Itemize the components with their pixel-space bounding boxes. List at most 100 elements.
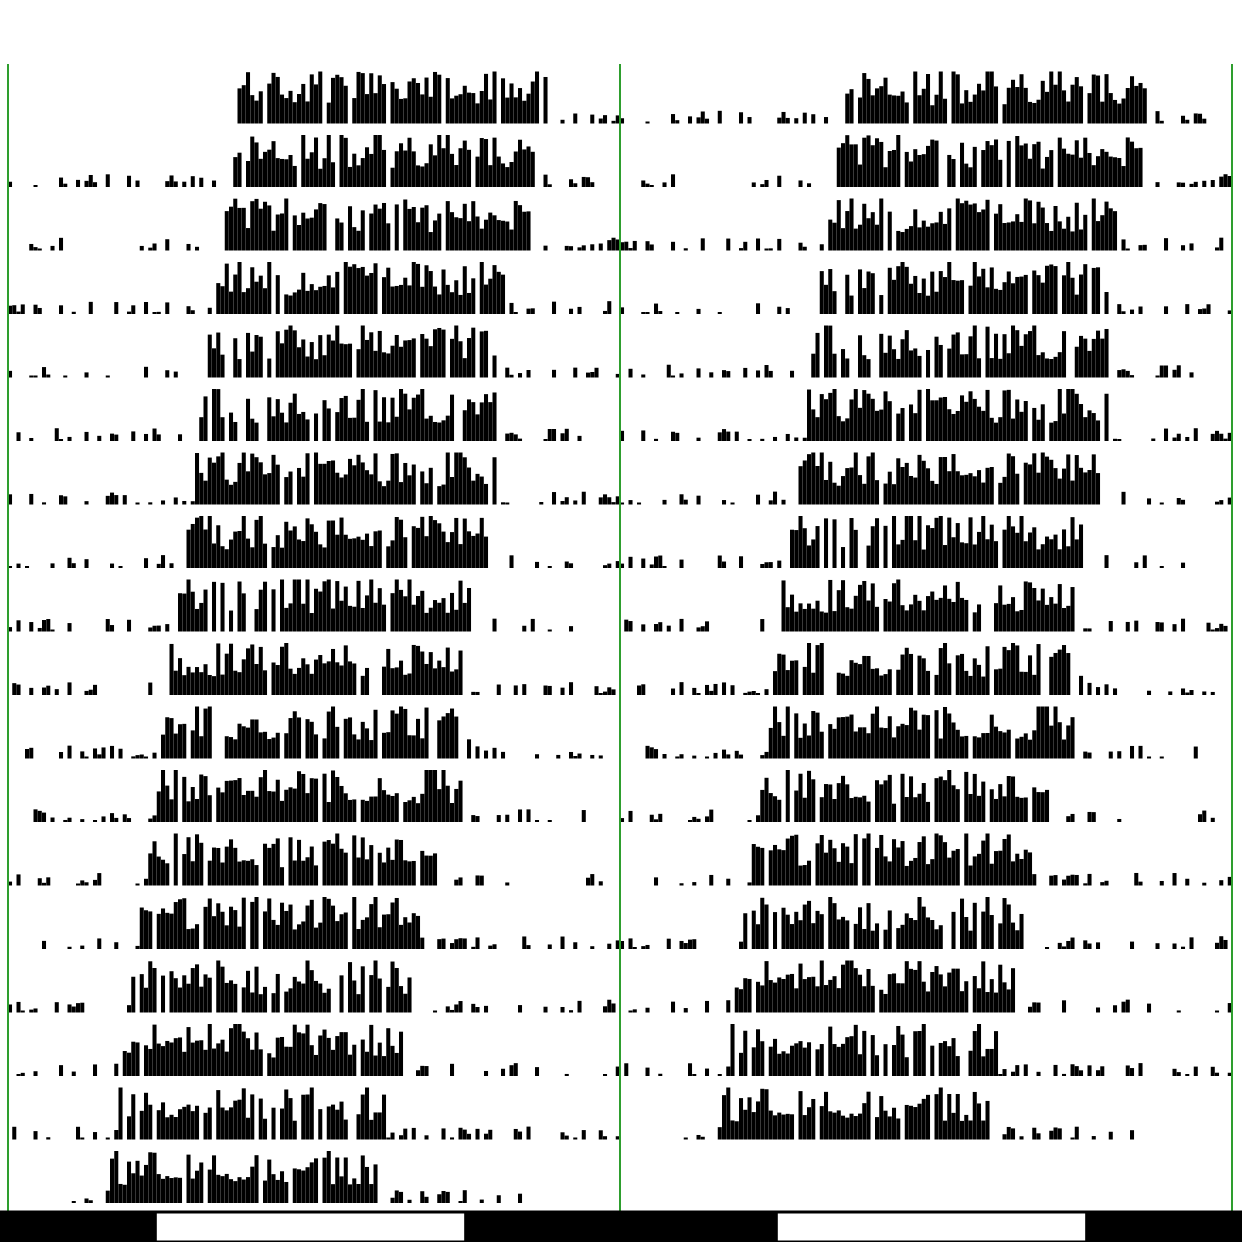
activity-bar — [322, 463, 327, 505]
activity-bar — [607, 943, 612, 949]
activity-bar — [382, 486, 387, 505]
activity-bar — [1006, 222, 1011, 251]
activity-bar — [165, 863, 170, 886]
activity-bar — [250, 1094, 255, 1140]
activity-bar — [1219, 176, 1224, 187]
activity-bar — [339, 975, 344, 1013]
activity-bar — [428, 144, 433, 187]
activity-bar — [751, 182, 756, 187]
activity-bar — [790, 973, 795, 1013]
activity-bar — [156, 791, 161, 822]
activity-bar — [199, 417, 204, 441]
activity-bar — [1151, 438, 1156, 441]
activity-bar — [1019, 516, 1024, 568]
activity-bar — [526, 211, 531, 251]
activity-bar — [220, 862, 225, 886]
activity-bar — [131, 1094, 136, 1140]
activity-bar — [254, 1032, 259, 1076]
activity-bar — [862, 73, 867, 124]
activity-bar — [1015, 399, 1020, 441]
activity-bar — [526, 308, 531, 314]
activity-bar — [382, 914, 387, 949]
activity-bar — [233, 847, 238, 886]
activity-bar — [458, 780, 463, 822]
activity-bar — [1104, 201, 1109, 251]
activity-bar — [777, 799, 782, 822]
activity-bar — [1215, 247, 1220, 251]
activity-bar — [887, 861, 892, 886]
activity-bar — [216, 389, 221, 441]
activity-bar — [1138, 245, 1143, 251]
activity-bar — [331, 608, 336, 632]
activity-bar — [110, 492, 115, 505]
activity-bar — [246, 398, 251, 441]
activity-bar — [705, 756, 710, 759]
activity-bar — [216, 847, 221, 886]
activity-bar — [224, 846, 229, 886]
activity-bar — [173, 181, 178, 187]
activity-bar — [1087, 93, 1092, 124]
activity-bar — [458, 580, 463, 632]
activity-bar — [909, 860, 914, 886]
activity-bar — [1006, 650, 1011, 695]
activity-bar — [288, 837, 293, 886]
activity-bar — [590, 372, 595, 378]
activity-bar — [934, 400, 939, 441]
activity-bar — [756, 924, 761, 949]
activity-bar — [781, 1051, 786, 1076]
activity-bar — [428, 770, 433, 822]
activity-bar — [369, 796, 374, 822]
activity-bar — [972, 1091, 977, 1140]
activity-bar — [811, 452, 816, 505]
activity-bar — [947, 1094, 952, 1140]
activity-bar — [543, 174, 548, 187]
activity-bar — [896, 458, 901, 505]
activity-bar — [1023, 462, 1028, 505]
activity-bar — [297, 924, 302, 949]
activity-bar — [275, 838, 280, 886]
activity-bar — [1147, 756, 1152, 759]
activity-bar — [1134, 85, 1139, 124]
activity-bar — [1142, 244, 1147, 251]
activity-bar — [258, 1049, 263, 1076]
activity-bar — [628, 248, 633, 251]
activity-bar — [433, 1010, 438, 1013]
activity-bar — [471, 201, 476, 251]
activity-bar — [186, 1027, 191, 1076]
activity-bar — [271, 230, 276, 251]
activity-bar — [339, 343, 344, 378]
activity-bar — [352, 835, 357, 886]
activity-bar — [785, 433, 790, 441]
activity-bar — [603, 1074, 608, 1076]
activity-bar — [1028, 464, 1033, 505]
activity-bar — [254, 719, 259, 759]
activity-bar — [849, 198, 854, 251]
activity-bar — [411, 860, 416, 886]
activity-bar — [433, 520, 438, 568]
activity-bar — [59, 752, 64, 759]
activity-bar — [93, 1064, 98, 1076]
activity-bar — [339, 1176, 344, 1203]
activity-bar — [445, 713, 450, 759]
activity-bar — [386, 794, 391, 822]
activity-bar — [284, 1181, 289, 1203]
activity-bar — [1227, 876, 1232, 886]
activity-bar — [611, 237, 616, 251]
activity-bar — [297, 539, 302, 568]
activity-bar — [233, 780, 238, 822]
activity-bar — [284, 477, 289, 505]
activity-bar — [913, 71, 918, 124]
activity-bar — [161, 859, 166, 886]
activity-bar — [649, 564, 654, 568]
activity-bar — [569, 179, 574, 187]
activity-bar — [122, 1184, 127, 1203]
activity-bar — [994, 139, 999, 187]
activity-bar — [382, 1094, 387, 1140]
activity-bar — [726, 371, 731, 378]
activity-bar — [237, 1024, 242, 1076]
activity-bar — [1049, 150, 1054, 187]
activity-bar — [985, 833, 990, 886]
activity-bar — [654, 749, 659, 759]
activity-bar — [904, 1104, 909, 1140]
activity-bar — [819, 394, 824, 441]
